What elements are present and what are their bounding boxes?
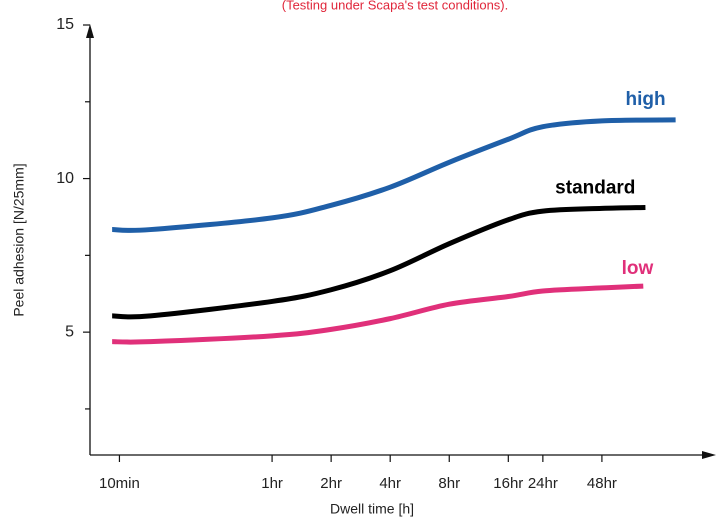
- series-line: [112, 283, 644, 345]
- x-tick-label: 10min: [99, 475, 140, 492]
- series-label: high: [626, 89, 666, 110]
- x-tick-label: 48hr: [587, 475, 617, 492]
- x-tick-label: 24hr: [528, 475, 558, 492]
- y-tick-label: 10: [56, 170, 74, 187]
- series-label: standard: [555, 177, 635, 198]
- x-tick-label: 2hr: [320, 475, 342, 492]
- series-label: low: [622, 258, 654, 279]
- x-tick-label: 1hr: [261, 475, 283, 492]
- x-tick-label: 4hr: [379, 475, 401, 492]
- x-axis-label: Dwell time [h]: [330, 501, 414, 517]
- series-line: [112, 204, 646, 320]
- chart-title: (Testing under Scapa's test conditions).: [282, 0, 509, 12]
- y-axis-arrow: [86, 24, 94, 38]
- y-tick-label: 15: [56, 16, 74, 33]
- y-axis-label: Peel adhesion [N/25mm]: [11, 163, 27, 316]
- x-axis-arrow: [702, 451, 716, 459]
- y-tick-label: 5: [65, 323, 74, 340]
- series-line: [112, 117, 676, 233]
- x-tick-label: 16hr: [493, 475, 523, 492]
- x-tick-label: 8hr: [438, 475, 460, 492]
